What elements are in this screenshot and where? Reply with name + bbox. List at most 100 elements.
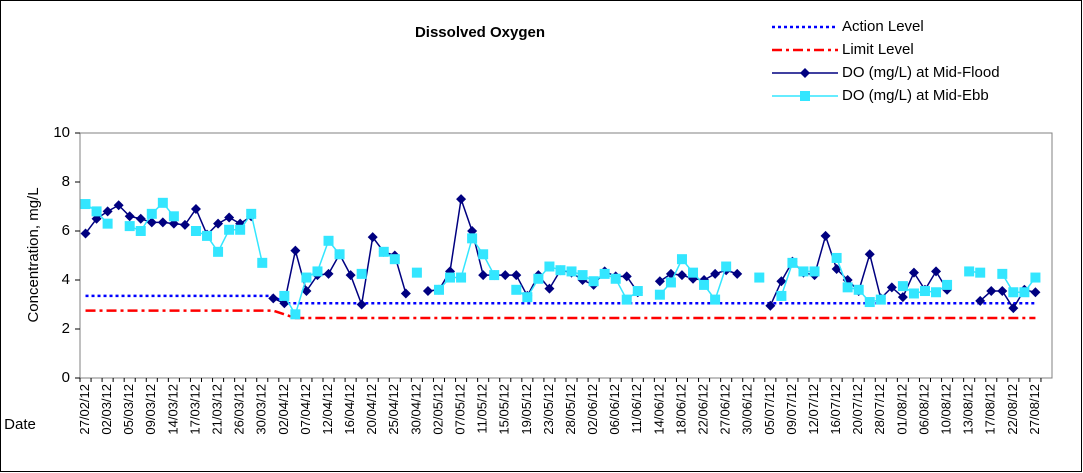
data-point [478, 249, 489, 260]
legend-label: Action Level [842, 18, 924, 35]
y-tick-label: 2 [62, 320, 70, 337]
x-tick-label: 06/08/12 [916, 384, 931, 435]
data-point [931, 266, 942, 277]
data-point [931, 287, 942, 298]
data-point [445, 272, 456, 283]
x-tick-label: 02/06/12 [585, 384, 600, 435]
legend-label: DO (mg/L) at Mid-Ebb [842, 87, 989, 104]
legend-label: DO (mg/L) at Mid-Flood [842, 64, 1000, 81]
x-tick-label: 30/06/12 [740, 384, 755, 435]
x-tick-label: 07/05/12 [453, 384, 468, 435]
data-point [202, 230, 213, 241]
data-point [246, 208, 257, 219]
data-point [411, 267, 422, 278]
x-tick-label: 14/06/12 [651, 384, 666, 435]
x-tick-label: 20/07/12 [850, 384, 865, 435]
data-point [864, 297, 875, 308]
data-point [522, 292, 533, 303]
x-tick-label: 30/03/12 [254, 384, 269, 435]
x-tick-label: 13/08/12 [961, 384, 976, 435]
data-point [754, 272, 765, 283]
x-tick-label: 21/03/12 [210, 384, 225, 435]
data-point [975, 267, 986, 278]
data-point [975, 295, 986, 306]
data-point [665, 277, 676, 288]
x-tick-label: 18/06/12 [673, 384, 688, 435]
data-point [798, 266, 809, 277]
x-tick-label: 28/05/12 [563, 384, 578, 435]
data-point [290, 245, 301, 256]
x-tick-label: 22/08/12 [1005, 384, 1020, 435]
x-tick-label: 23/05/12 [541, 384, 556, 435]
data-point [986, 286, 997, 297]
y-axis-label: Concentration, mg/L [25, 187, 42, 322]
x-tick-label: 27/02/12 [77, 384, 92, 435]
data-point [776, 290, 787, 301]
data-point [433, 284, 444, 295]
data-point [908, 267, 919, 278]
data-point [908, 288, 919, 299]
x-tick-label: 26/03/12 [232, 384, 247, 435]
data-point [367, 232, 378, 243]
chart-title: Dissolved Oxygen [415, 24, 545, 41]
data-point [875, 294, 886, 305]
x-tick-label: 11/06/12 [629, 384, 644, 434]
x-tick-label: 28/07/12 [872, 384, 887, 435]
data-point [301, 272, 312, 283]
x-tick-label: 09/03/12 [143, 384, 158, 435]
data-point [113, 200, 124, 211]
x-tick-label: 05/03/12 [121, 384, 136, 435]
data-point [544, 283, 555, 294]
data-point [544, 261, 555, 272]
data-point [489, 270, 500, 281]
data-point [599, 268, 610, 279]
x-tick-label: 22/06/12 [696, 384, 711, 435]
x-tick-label: 16/04/12 [342, 384, 357, 435]
data-point [997, 286, 1008, 297]
x-tick-label: 17/03/12 [187, 384, 202, 435]
data-point [964, 266, 975, 277]
data-point [179, 219, 190, 230]
data-point [577, 270, 588, 281]
x-tick-label: 11/05/12 [475, 384, 490, 434]
data-point [621, 294, 632, 305]
data-point [765, 300, 776, 311]
data-point [422, 286, 433, 297]
data-point [886, 282, 897, 293]
x-tick-label: 14/03/12 [165, 384, 180, 435]
legend-marker [800, 91, 810, 101]
y-tick-label: 8 [62, 173, 70, 190]
x-tick-label: 17/08/12 [983, 384, 998, 435]
y-tick-label: 6 [62, 222, 70, 239]
data-point [699, 279, 710, 290]
data-point [467, 233, 478, 244]
x-tick-label: 09/07/12 [784, 384, 799, 435]
x-tick-label: 02/04/12 [276, 384, 291, 435]
y-tick-label: 0 [62, 369, 70, 386]
x-tick-label: 02/03/12 [99, 384, 114, 435]
data-point [279, 290, 290, 301]
data-point [146, 217, 157, 228]
data-point [710, 268, 721, 279]
data-point [312, 266, 323, 277]
data-point [80, 199, 91, 210]
data-point [80, 228, 91, 239]
data-point [135, 213, 146, 224]
data-point [942, 279, 953, 290]
x-tick-label: 07/04/12 [298, 384, 313, 435]
data-point [1030, 287, 1041, 298]
data-point [732, 268, 743, 279]
data-point [323, 268, 334, 279]
series-line [85, 309, 1036, 320]
data-point [213, 246, 224, 257]
x-tick-label: 12/04/12 [320, 384, 335, 435]
x-tick-label: 02/05/12 [430, 384, 445, 435]
data-point [511, 270, 522, 281]
x-tick-label: 20/04/12 [364, 384, 379, 435]
data-point [135, 226, 146, 236]
data-point [400, 288, 411, 299]
data-point [157, 197, 168, 208]
data-point [213, 218, 224, 229]
data-point [124, 221, 135, 232]
